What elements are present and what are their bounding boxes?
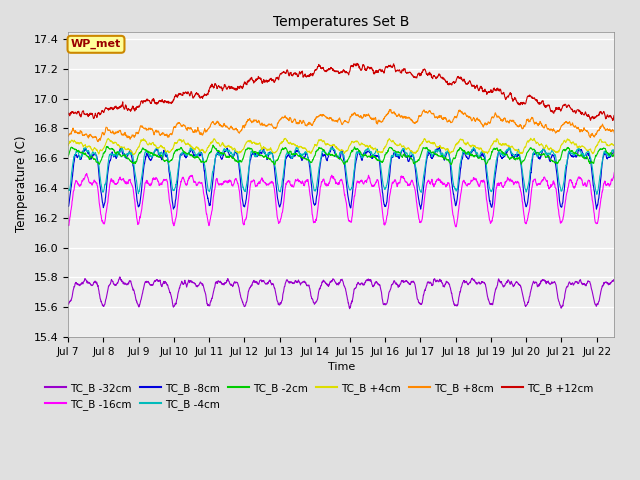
- TC_B +4cm: [527, 136, 534, 142]
- TC_B -4cm: [506, 144, 513, 150]
- TC_B +4cm: [592, 144, 600, 150]
- TC_B +8cm: [387, 107, 394, 112]
- TC_B -2cm: [97, 159, 104, 165]
- TC_B +12cm: [353, 60, 361, 66]
- Line: TC_B +12cm: TC_B +12cm: [68, 63, 614, 120]
- TC_B -32cm: [592, 301, 600, 307]
- TC_B -8cm: [344, 196, 352, 202]
- TC_B -4cm: [344, 183, 352, 189]
- TC_B +12cm: [611, 112, 618, 118]
- TC_B -32cm: [97, 296, 104, 302]
- TC_B +12cm: [64, 110, 72, 116]
- TC_B -2cm: [407, 156, 415, 162]
- TC_B +4cm: [130, 152, 138, 157]
- TC_B +4cm: [344, 145, 352, 151]
- TC_B +12cm: [344, 71, 352, 76]
- TC_B -32cm: [527, 288, 534, 294]
- TC_B -16cm: [406, 182, 414, 188]
- TC_B -4cm: [593, 192, 601, 197]
- TC_B -16cm: [452, 224, 460, 230]
- Line: TC_B +8cm: TC_B +8cm: [68, 109, 614, 142]
- TC_B +4cm: [97, 147, 104, 153]
- Line: TC_B -2cm: TC_B -2cm: [68, 145, 614, 165]
- TC_B -4cm: [591, 187, 599, 192]
- TC_B -2cm: [209, 142, 217, 148]
- TC_B -8cm: [328, 144, 336, 149]
- TC_B -32cm: [346, 306, 353, 312]
- TC_B +4cm: [527, 135, 534, 141]
- TC_B -16cm: [591, 220, 599, 226]
- Line: TC_B -32cm: TC_B -32cm: [68, 277, 614, 309]
- Line: TC_B -8cm: TC_B -8cm: [68, 146, 614, 209]
- TC_B -2cm: [527, 145, 534, 151]
- TC_B -4cm: [64, 188, 72, 193]
- TC_B +8cm: [527, 116, 534, 122]
- TC_B -16cm: [97, 206, 104, 212]
- TC_B -2cm: [592, 153, 600, 158]
- TC_B +8cm: [407, 117, 415, 123]
- TC_B +12cm: [406, 70, 414, 75]
- X-axis label: Time: Time: [328, 362, 355, 372]
- Line: TC_B -4cm: TC_B -4cm: [68, 147, 614, 194]
- TC_B +8cm: [344, 120, 352, 126]
- TC_B -8cm: [97, 184, 104, 190]
- TC_B -4cm: [611, 148, 618, 154]
- TC_B -2cm: [611, 150, 618, 156]
- Y-axis label: Temperature (C): Temperature (C): [15, 136, 28, 232]
- TC_B -32cm: [611, 278, 618, 284]
- TC_B -8cm: [64, 204, 72, 209]
- TC_B -32cm: [64, 300, 72, 306]
- TC_B -8cm: [611, 147, 618, 153]
- TC_B +8cm: [64, 133, 72, 139]
- TC_B -8cm: [406, 154, 414, 159]
- TC_B -32cm: [424, 280, 431, 286]
- TC_B +8cm: [94, 139, 102, 144]
- TC_B +8cm: [592, 132, 600, 138]
- TC_B +12cm: [423, 72, 431, 77]
- TC_B +4cm: [423, 140, 431, 145]
- TC_B +4cm: [406, 148, 414, 154]
- Legend: TC_B -32cm, TC_B -16cm, TC_B -8cm, TC_B -4cm, TC_B -2cm, TC_B +4cm, TC_B +8cm, T: TC_B -32cm, TC_B -16cm, TC_B -8cm, TC_B …: [41, 379, 598, 414]
- TC_B -2cm: [271, 162, 278, 168]
- TC_B -16cm: [64, 223, 72, 228]
- TC_B -8cm: [527, 171, 534, 177]
- TC_B +4cm: [611, 143, 618, 148]
- TC_B -4cm: [423, 154, 431, 160]
- TC_B -16cm: [423, 181, 431, 187]
- TC_B -16cm: [527, 197, 534, 203]
- TC_B -32cm: [116, 274, 124, 280]
- TC_B +12cm: [592, 114, 600, 120]
- TC_B +8cm: [97, 137, 104, 143]
- Line: TC_B +4cm: TC_B +4cm: [68, 138, 614, 155]
- TC_B -2cm: [64, 153, 72, 159]
- TC_B -4cm: [406, 150, 414, 156]
- TC_B -4cm: [97, 174, 104, 180]
- TC_B -4cm: [527, 166, 534, 172]
- TC_B +4cm: [64, 143, 72, 148]
- TC_B +8cm: [611, 130, 618, 136]
- TC_B +12cm: [97, 112, 104, 118]
- TC_B -32cm: [407, 280, 415, 286]
- TC_B +8cm: [424, 110, 431, 116]
- TC_B +12cm: [587, 118, 595, 123]
- TC_B -8cm: [593, 206, 600, 212]
- Title: Temperatures Set B: Temperatures Set B: [273, 15, 410, 29]
- TC_B -2cm: [424, 145, 431, 151]
- TC_B -8cm: [591, 199, 599, 205]
- Text: WP_met: WP_met: [71, 39, 121, 49]
- TC_B -2cm: [345, 156, 353, 162]
- TC_B -8cm: [423, 156, 431, 161]
- TC_B -16cm: [611, 169, 618, 175]
- Line: TC_B -16cm: TC_B -16cm: [68, 172, 614, 227]
- TC_B +12cm: [527, 93, 534, 99]
- TC_B -16cm: [344, 216, 352, 221]
- TC_B -32cm: [344, 300, 352, 306]
